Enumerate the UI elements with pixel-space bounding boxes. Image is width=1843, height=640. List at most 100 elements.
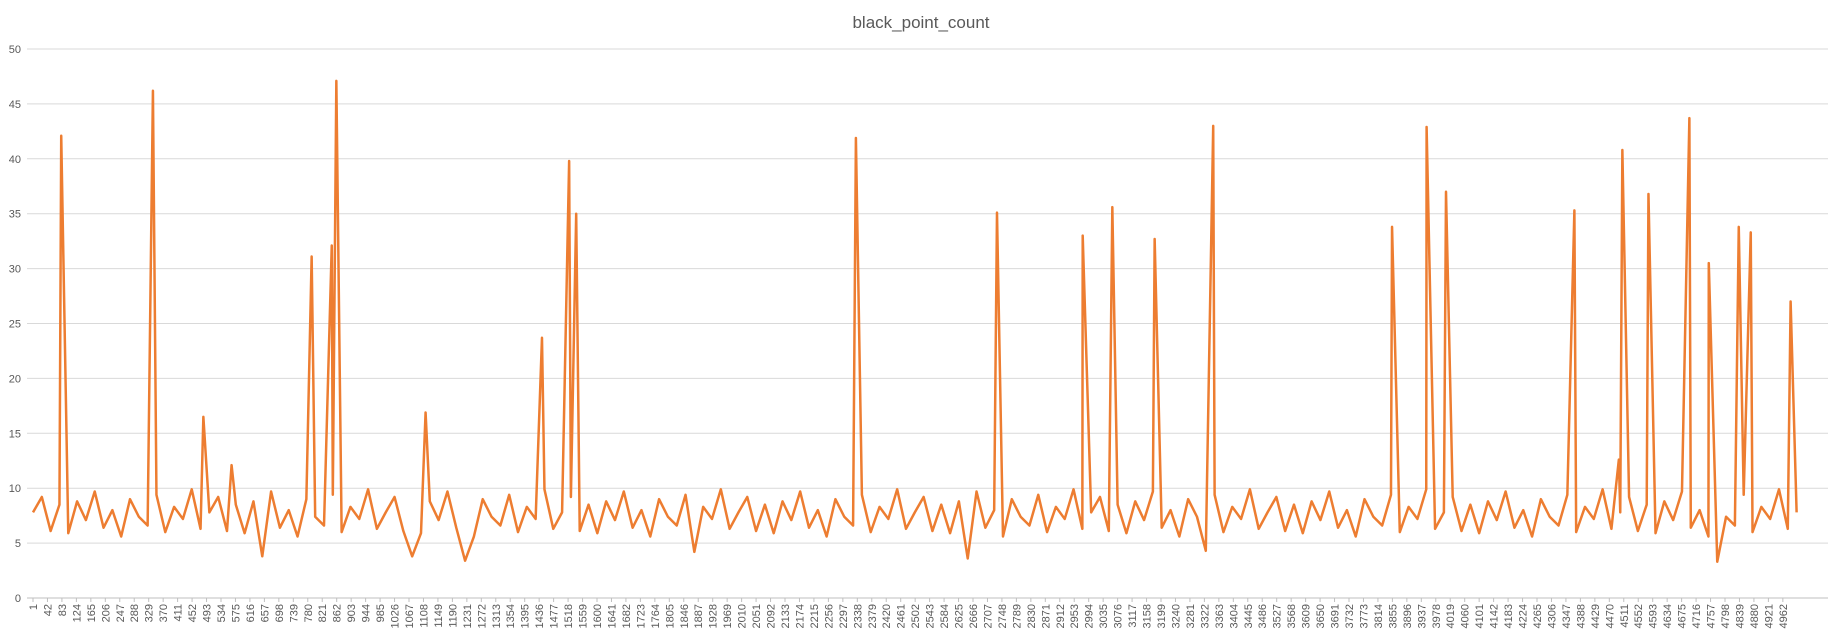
- x-tick-label: 1559: [578, 604, 590, 628]
- x-tick-label: 2871: [1040, 604, 1052, 628]
- x-tick-label: 4429: [1590, 604, 1602, 628]
- x-tick-label: 3609: [1301, 604, 1313, 628]
- x-tick-label: 1846: [679, 604, 691, 628]
- x-tick-label: 4265: [1532, 604, 1544, 628]
- x-tick-label: 4470: [1604, 604, 1616, 628]
- x-tick-label: 698: [274, 604, 286, 622]
- x-tick-label: 3240: [1170, 604, 1182, 628]
- x-tick-label: 3281: [1185, 604, 1197, 628]
- x-tick-label: 2543: [925, 604, 937, 628]
- x-tick-label: 83: [57, 604, 69, 616]
- x-tick-label: 4593: [1648, 604, 1660, 628]
- x-tick-label: 4839: [1734, 604, 1746, 628]
- x-tick-label: 370: [158, 604, 170, 622]
- x-tick-label: 3896: [1402, 604, 1414, 628]
- x-tick-label: 4060: [1460, 604, 1472, 628]
- x-tick-label: 1354: [505, 604, 517, 628]
- x-tick-label: 124: [71, 604, 83, 622]
- x-tick-label: 2953: [1069, 604, 1081, 628]
- x-tick-label: 4757: [1706, 604, 1718, 628]
- x-tick-label: 3650: [1315, 604, 1327, 628]
- chart-title: black_point_count: [852, 13, 989, 32]
- x-tick-label: 2748: [997, 604, 1009, 628]
- x-tick-label: 4019: [1445, 604, 1457, 628]
- x-tick-label: 4347: [1561, 604, 1573, 628]
- x-tick-label: 4798: [1720, 604, 1732, 628]
- y-tick-label: 0: [15, 593, 21, 605]
- x-tick-label: 4306: [1546, 604, 1558, 628]
- x-tick-label: 452: [187, 604, 199, 622]
- x-tick-label: 2994: [1084, 604, 1096, 628]
- y-tick-label: 25: [9, 319, 21, 331]
- x-tick-label: 2584: [939, 604, 951, 628]
- x-tick-label: 1108: [418, 604, 430, 628]
- x-tick-label: 2789: [1011, 604, 1023, 628]
- x-tick-label: 4224: [1518, 604, 1530, 628]
- x-tick-label: 575: [230, 604, 242, 622]
- x-tick-label: 2461: [896, 604, 908, 628]
- x-tick-label: 2625: [954, 604, 966, 628]
- x-tick-label: 739: [288, 604, 300, 622]
- x-tick-label: 3404: [1228, 604, 1240, 628]
- x-tick-label: 903: [346, 604, 358, 622]
- x-tick-label: 2174: [794, 604, 806, 628]
- y-tick-label: 5: [15, 538, 21, 550]
- x-tick-label: 616: [245, 604, 257, 622]
- x-tick-label: 3527: [1272, 604, 1284, 628]
- x-tick-label: 2379: [867, 604, 879, 628]
- x-tick-label: 3814: [1373, 604, 1385, 628]
- x-tick-label: 1887: [693, 604, 705, 628]
- x-tick-label: 2092: [766, 604, 778, 628]
- x-tick-label: 3691: [1330, 604, 1342, 628]
- x-tick-label: 247: [115, 604, 127, 622]
- x-tick-label: 1641: [606, 604, 618, 628]
- x-tick-label: 3158: [1142, 604, 1154, 628]
- x-tick-label: 3486: [1257, 604, 1269, 628]
- x-tick-label: 1764: [650, 604, 662, 628]
- x-tick-label: 4716: [1691, 604, 1703, 628]
- x-tick-label: 206: [100, 604, 112, 622]
- x-tick-label: 2051: [751, 604, 763, 628]
- x-tick-label: 3199: [1156, 604, 1168, 628]
- x-tick-label: 4511: [1619, 604, 1631, 628]
- x-tick-label: 2420: [881, 604, 893, 628]
- x-tick-label: 1067: [404, 604, 416, 628]
- x-tick-label: 3363: [1214, 604, 1226, 628]
- x-tick-label: 2297: [838, 604, 850, 628]
- y-tick-label: 40: [9, 154, 21, 166]
- x-tick-label: 1477: [549, 604, 561, 628]
- x-tick-label: 2256: [823, 604, 835, 628]
- x-tick-label: 3035: [1098, 604, 1110, 628]
- x-tick-label: 3937: [1416, 604, 1428, 628]
- x-tick-label: 1395: [520, 604, 532, 628]
- x-tick-label: 3322: [1199, 604, 1211, 628]
- x-tick-label: 4675: [1677, 604, 1689, 628]
- x-tick-label: 3732: [1344, 604, 1356, 628]
- x-tick-label: 42: [42, 604, 54, 616]
- x-tick-label: 1190: [447, 604, 459, 628]
- x-tick-label: 985: [375, 604, 387, 622]
- y-tick-label: 45: [9, 99, 21, 111]
- x-tick-label: 4552: [1633, 604, 1645, 628]
- x-tick-label: 4142: [1489, 604, 1501, 628]
- x-tick-label: 2502: [910, 604, 922, 628]
- x-tick-label: 411: [173, 604, 185, 622]
- x-tick-label: 4962: [1778, 604, 1790, 628]
- x-tick-label: 3117: [1127, 604, 1139, 628]
- x-tick-label: 3076: [1113, 604, 1125, 628]
- x-tick-label: 4921: [1763, 604, 1775, 628]
- y-tick-label: 35: [9, 209, 21, 221]
- x-tick-label: 780: [303, 604, 315, 622]
- x-tick-label: 657: [259, 604, 271, 622]
- x-tick-label: 288: [129, 604, 141, 622]
- x-tick-label: 493: [202, 604, 214, 622]
- x-tick-label: 1026: [390, 604, 402, 628]
- x-tick-label: 821: [317, 604, 329, 622]
- x-tick-label: 944: [361, 604, 373, 622]
- x-tick-label: 2215: [809, 604, 821, 628]
- x-tick-label: 1: [28, 604, 40, 610]
- x-tick-label: 534: [216, 604, 228, 622]
- x-tick-label: 4183: [1503, 604, 1515, 628]
- x-tick-label: 329: [144, 604, 156, 622]
